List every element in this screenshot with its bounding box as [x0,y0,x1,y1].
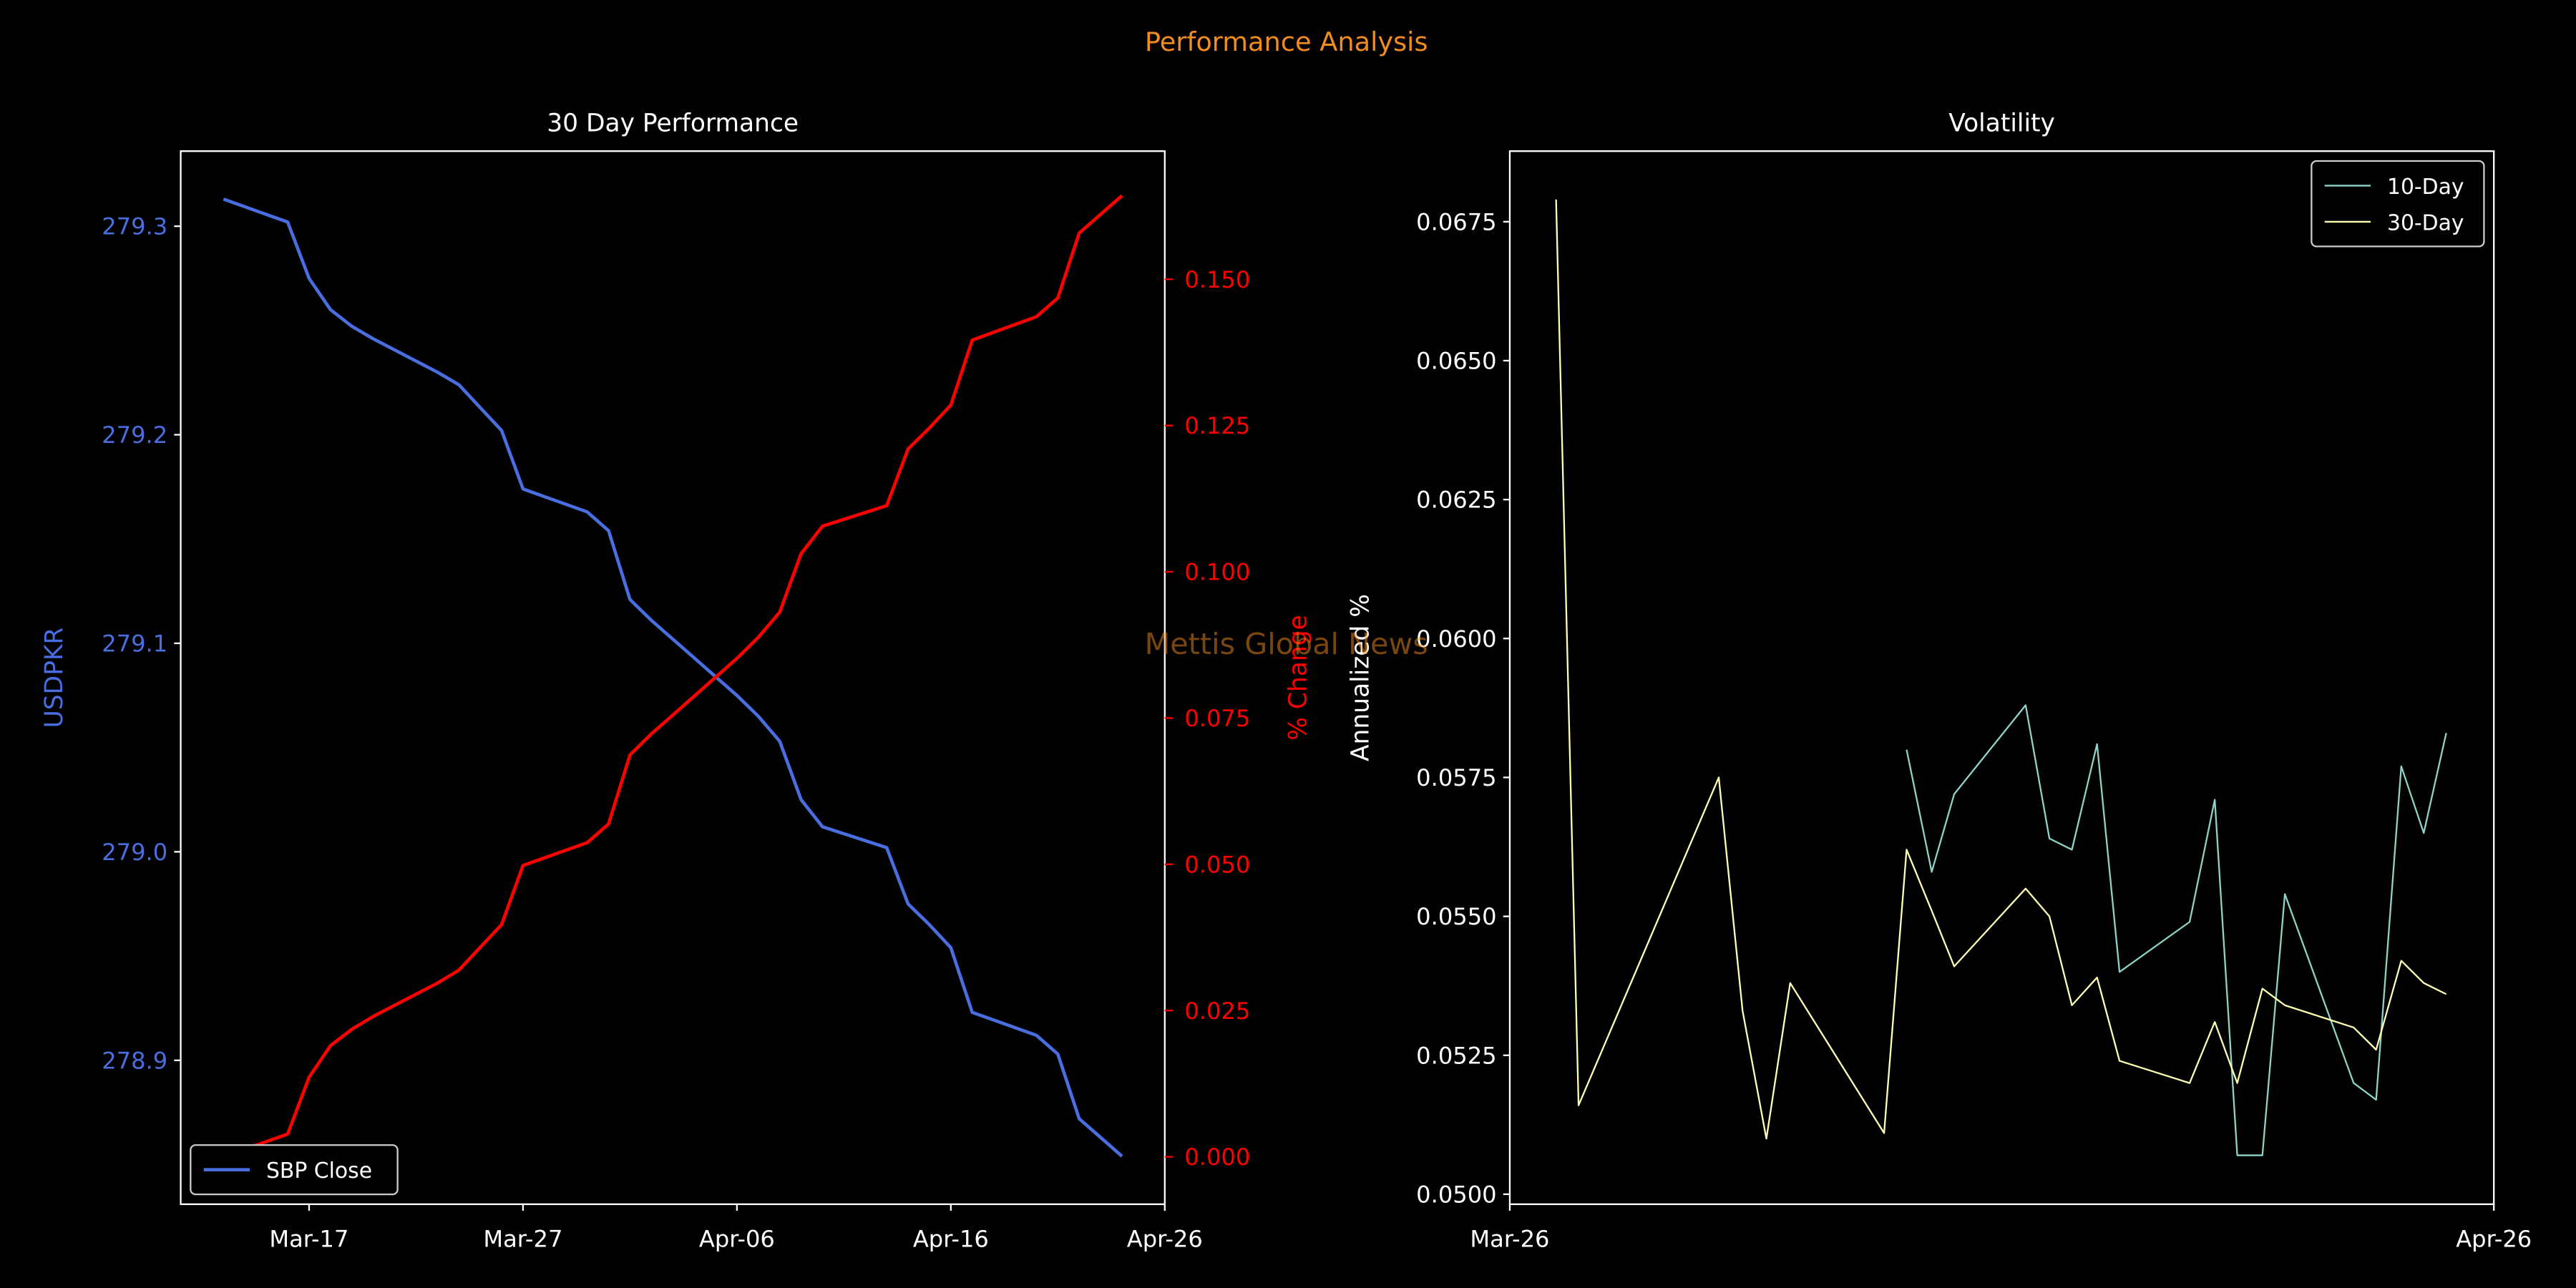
y-tick-label: 0.0600 [1416,625,1496,653]
legend-label: 30-Day [2387,210,2464,235]
y2-tick-label: 0.075 [1184,705,1250,732]
axes-title: 30 Day Performance [547,109,799,138]
y-tick-label: 279.3 [102,213,167,240]
y2-tick-label: 0.150 [1184,266,1250,293]
x-tick-label: Mar-27 [483,1226,562,1253]
x-tick-label: Apr-26 [1127,1226,1203,1253]
series-line [1906,704,2447,1156]
y-tick-label: 279.1 [102,630,167,657]
legend-box [2311,160,2485,248]
y2-tick-label: 0.000 [1184,1143,1250,1171]
y-tick-label: 0.0550 [1416,903,1496,930]
figure-title: Performance Analysis [1145,26,1428,57]
y-tick-label: 0.0575 [1416,764,1496,791]
y-tick-label: 279.2 [102,421,167,449]
x-tick-label: Apr-06 [699,1226,775,1253]
series-line [223,197,1123,1158]
y2-tick-label: 0.125 [1184,412,1250,439]
y-axis-label: Annualized % [1347,594,1375,761]
plot-frame [180,150,1166,1206]
y-tick-label: 0.0675 [1416,208,1496,235]
y2-axis-label: % Change [1284,615,1312,740]
x-tick-label: Apr-26 [2456,1226,2532,1253]
series-line [223,194,1123,1158]
x-tick-label: Apr-16 [913,1226,989,1253]
legend-label: SBP Close [266,1158,372,1184]
y-tick-label: 278.9 [102,1047,167,1074]
plots: 30 Day Performance 278.9 279.0 279.1 279.2 27… [40,109,2532,1253]
y2-tick-label: 0.100 [1184,559,1250,586]
y-tick-label: 279.0 [102,839,167,866]
y2-tick-label: 0.025 [1184,997,1250,1025]
legend-box [190,1144,399,1196]
y-tick-label: 0.0525 [1416,1042,1496,1069]
x-tick-label: Mar-17 [269,1226,348,1253]
y-tick-label: 0.0500 [1416,1181,1496,1208]
x-tick-label: Mar-26 [1470,1226,1549,1253]
legend-label: 10-Day [2387,175,2464,200]
series-line [1555,199,2447,1140]
y-tick-label: 0.0650 [1416,347,1496,374]
plot-frame [1508,150,2495,1206]
y-tick-label: 0.0625 [1416,487,1496,514]
y-axis-label: USDPKR [40,628,69,728]
axes-title: Volatility [1948,109,2055,138]
y2-tick-label: 0.050 [1184,851,1250,878]
watermark: Mettis Global News [1145,627,1428,661]
